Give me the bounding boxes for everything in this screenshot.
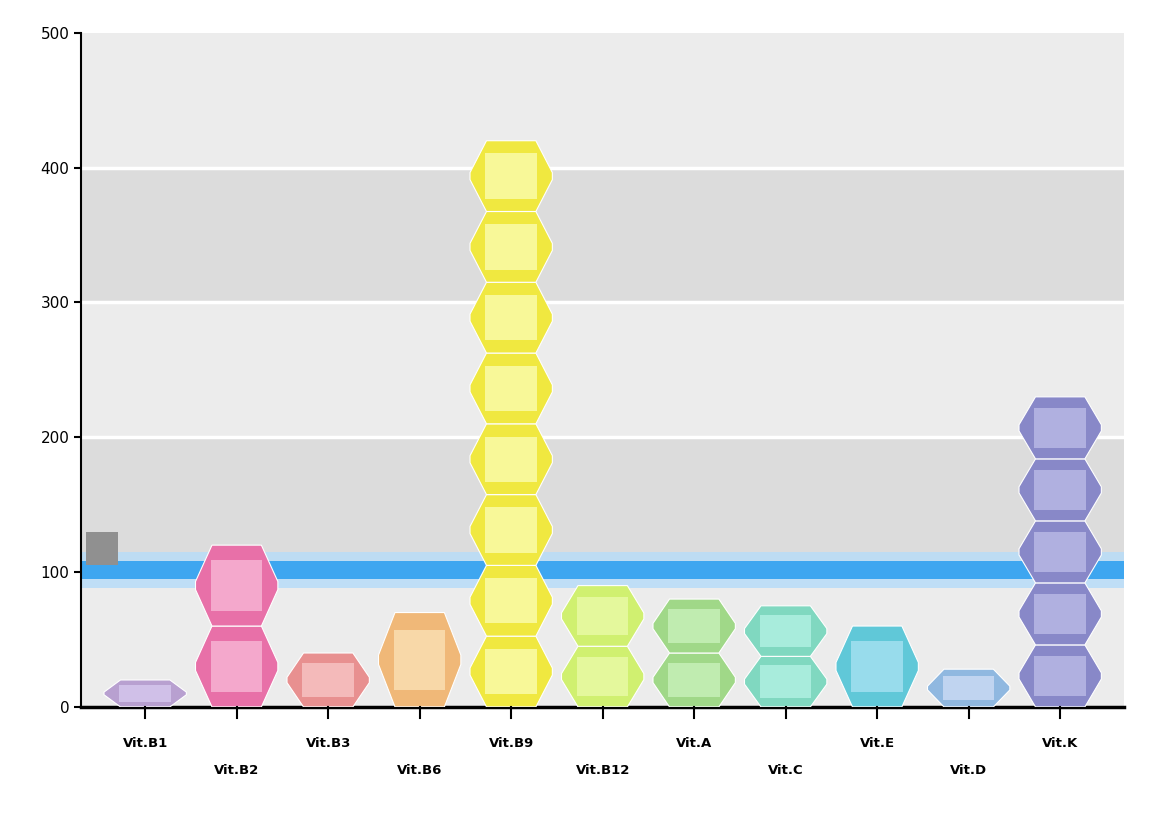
Bar [81, 572, 1124, 707]
Polygon shape [486, 366, 537, 411]
Bar [81, 168, 1124, 302]
Text: Vit.A: Vit.A [676, 737, 713, 750]
Text: Vit.B1: Vit.B1 [123, 737, 168, 750]
Polygon shape [302, 663, 353, 697]
Polygon shape [196, 626, 278, 707]
Bar [81, 552, 1124, 589]
Polygon shape [471, 141, 553, 211]
Polygon shape [471, 282, 553, 353]
Polygon shape [760, 666, 811, 698]
Polygon shape [211, 560, 262, 612]
Polygon shape [379, 612, 461, 707]
Polygon shape [561, 646, 644, 707]
Polygon shape [211, 640, 262, 692]
Polygon shape [561, 585, 644, 646]
Polygon shape [1019, 397, 1101, 459]
Polygon shape [486, 507, 537, 552]
Text: Vit.K: Vit.K [1042, 737, 1078, 750]
Polygon shape [1019, 583, 1101, 645]
Polygon shape [394, 630, 445, 690]
Polygon shape [486, 436, 537, 482]
Polygon shape [1035, 656, 1086, 695]
Polygon shape [744, 656, 826, 707]
Polygon shape [1035, 532, 1086, 572]
Bar [81, 561, 1124, 579]
Polygon shape [471, 211, 553, 282]
Text: Vit.B3: Vit.B3 [306, 737, 351, 750]
Polygon shape [1035, 470, 1086, 510]
Text: Vit.C: Vit.C [768, 764, 803, 777]
Text: Vit.B6: Vit.B6 [398, 764, 443, 777]
Polygon shape [471, 353, 553, 424]
Bar [86, 532, 118, 566]
Polygon shape [1035, 408, 1086, 448]
Polygon shape [653, 599, 735, 653]
Polygon shape [1035, 594, 1086, 634]
Text: Vit.B2: Vit.B2 [214, 764, 260, 777]
Polygon shape [653, 653, 735, 707]
Polygon shape [669, 663, 720, 697]
Polygon shape [287, 653, 370, 707]
Polygon shape [577, 657, 628, 696]
Polygon shape [1019, 459, 1101, 521]
Polygon shape [196, 545, 278, 626]
Text: Vit.B12: Vit.B12 [576, 764, 629, 777]
Polygon shape [1019, 521, 1101, 583]
Polygon shape [471, 495, 553, 566]
Polygon shape [486, 649, 537, 695]
Polygon shape [1019, 645, 1101, 707]
Polygon shape [760, 615, 811, 647]
Polygon shape [486, 578, 537, 623]
Polygon shape [486, 224, 537, 270]
Text: Vit.E: Vit.E [860, 737, 895, 750]
Polygon shape [486, 154, 537, 199]
Polygon shape [471, 424, 553, 495]
Polygon shape [852, 640, 903, 692]
Polygon shape [744, 606, 826, 656]
Bar [81, 302, 1124, 437]
Polygon shape [927, 669, 1009, 707]
Bar [81, 33, 1124, 168]
Polygon shape [119, 685, 170, 702]
Polygon shape [577, 597, 628, 635]
Polygon shape [471, 636, 553, 707]
Polygon shape [943, 676, 994, 700]
Text: Vit.B9: Vit.B9 [489, 737, 534, 750]
Polygon shape [104, 680, 187, 707]
Bar [81, 437, 1124, 572]
Polygon shape [471, 566, 553, 636]
Text: Vit.D: Vit.D [950, 764, 987, 777]
Polygon shape [669, 609, 720, 644]
Polygon shape [486, 295, 537, 340]
Polygon shape [836, 626, 918, 707]
